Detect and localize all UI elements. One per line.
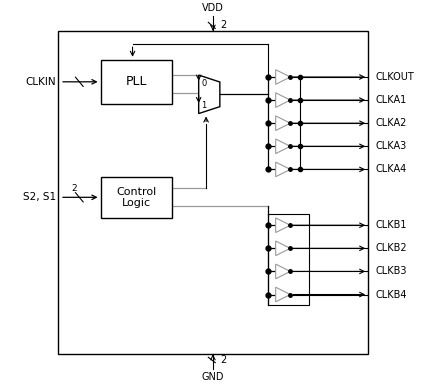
Polygon shape: [276, 264, 290, 279]
Text: 1: 1: [201, 101, 206, 110]
Polygon shape: [199, 75, 220, 114]
Text: CLKIN: CLKIN: [25, 77, 56, 87]
Polygon shape: [276, 139, 290, 154]
Bar: [101, 177, 172, 218]
Text: CLKB1: CLKB1: [376, 220, 407, 230]
Polygon shape: [276, 241, 290, 256]
Bar: [58, 31, 368, 354]
Text: PLL: PLL: [125, 75, 147, 88]
Text: 2: 2: [72, 184, 77, 193]
Text: VDD: VDD: [202, 3, 224, 13]
Text: CLKA4: CLKA4: [376, 164, 407, 174]
Text: CLKA2: CLKA2: [376, 118, 407, 128]
Text: GND: GND: [202, 372, 224, 382]
Bar: [101, 60, 172, 104]
Text: CLKB4: CLKB4: [376, 290, 407, 300]
Polygon shape: [276, 116, 290, 131]
Text: Control
Logic: Control Logic: [116, 186, 156, 208]
Text: CLKA3: CLKA3: [376, 141, 407, 151]
Text: 2: 2: [220, 20, 226, 30]
Polygon shape: [276, 287, 290, 302]
Polygon shape: [276, 70, 290, 84]
Text: CLKA1: CLKA1: [376, 95, 407, 105]
Text: S2, S1: S2, S1: [23, 192, 56, 202]
Text: 2: 2: [220, 355, 226, 365]
Polygon shape: [276, 162, 290, 177]
Text: 0: 0: [201, 79, 206, 88]
Text: CLKOUT: CLKOUT: [376, 72, 415, 82]
Text: CLKB3: CLKB3: [376, 266, 407, 276]
Bar: [268, 214, 309, 305]
Polygon shape: [276, 93, 290, 107]
Text: CLKB2: CLKB2: [376, 243, 407, 253]
Polygon shape: [276, 218, 290, 233]
